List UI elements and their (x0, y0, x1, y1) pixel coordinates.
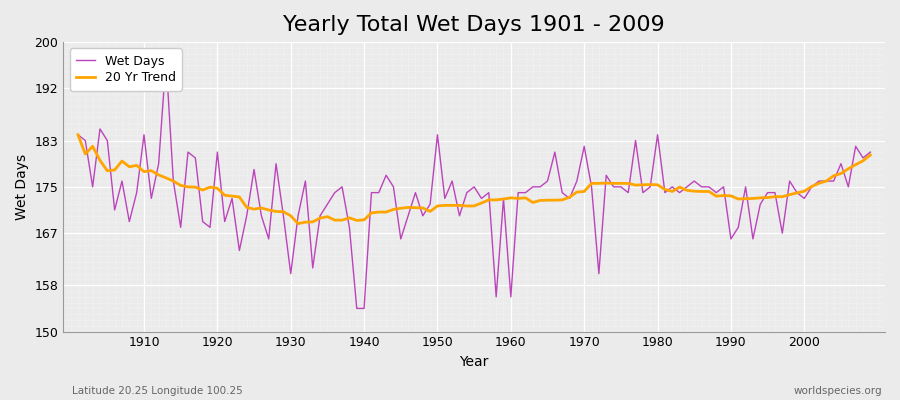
Text: worldspecies.org: worldspecies.org (794, 386, 882, 396)
Text: Latitude 20.25 Longitude 100.25: Latitude 20.25 Longitude 100.25 (72, 386, 243, 396)
20 Yr Trend (506, 196, 517, 200)
Wet Days (131, 190, 142, 195)
Wet Days (865, 150, 876, 154)
Title: Yearly Total Wet Days 1901 - 2009: Yearly Total Wet Days 1901 - 2009 (284, 15, 665, 35)
20 Yr Trend (300, 220, 310, 224)
X-axis label: Year: Year (460, 355, 489, 369)
Wet Days (300, 179, 310, 184)
Wet Days (608, 184, 619, 189)
20 Yr Trend (292, 221, 303, 226)
Line: 20 Yr Trend: 20 Yr Trend (78, 135, 870, 224)
20 Yr Trend (865, 153, 876, 158)
Wet Days (520, 190, 531, 195)
Wet Days (160, 57, 171, 62)
Wet Days (344, 225, 355, 230)
20 Yr Trend (344, 216, 355, 220)
20 Yr Trend (513, 196, 524, 201)
Wet Days (351, 306, 362, 311)
Y-axis label: Wet Days: Wet Days (15, 154, 29, 220)
20 Yr Trend (601, 181, 612, 186)
Line: Wet Days: Wet Days (78, 60, 870, 308)
Wet Days (513, 190, 524, 195)
20 Yr Trend (73, 132, 84, 137)
Legend: Wet Days, 20 Yr Trend: Wet Days, 20 Yr Trend (69, 48, 182, 91)
Wet Days (73, 132, 84, 137)
20 Yr Trend (131, 163, 142, 168)
